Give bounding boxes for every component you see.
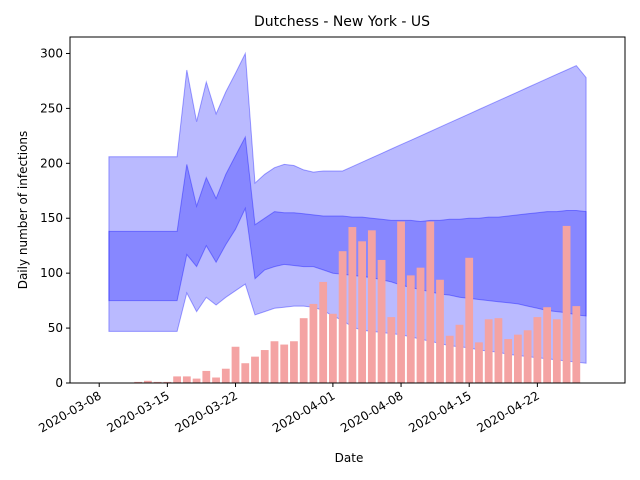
bar — [367, 230, 376, 383]
bar — [173, 376, 181, 383]
y-tick-label: 0 — [55, 376, 63, 390]
bar — [562, 225, 571, 383]
y-tick-label: 150 — [40, 211, 63, 225]
bar — [504, 339, 513, 383]
chart-title: Dutchess - New York - US — [254, 14, 430, 30]
bar — [572, 306, 581, 383]
y-tick-label: 100 — [40, 266, 63, 280]
y-tick-label: 200 — [40, 156, 63, 170]
bar — [182, 376, 191, 383]
bar — [348, 227, 357, 383]
x-tick-label: 2020-03-08 — [36, 388, 103, 435]
bar — [319, 281, 328, 383]
bar — [231, 346, 240, 383]
bar — [338, 251, 347, 383]
bar — [299, 318, 308, 383]
x-tick-label: 2020-04-15 — [406, 388, 473, 435]
x-tick-label: 2020-03-15 — [104, 388, 171, 435]
y-tick-label: 250 — [40, 101, 63, 115]
bar — [494, 318, 503, 383]
bar — [426, 221, 435, 383]
bar — [192, 378, 201, 383]
bar — [436, 279, 444, 383]
y-tick-label: 300 — [40, 46, 63, 60]
bar — [270, 341, 279, 383]
bar — [484, 319, 493, 383]
bar — [280, 344, 289, 383]
x-tick-label: 2020-04-01 — [270, 388, 337, 435]
bar — [406, 275, 415, 383]
y-tick-label: 50 — [48, 321, 63, 335]
bar — [134, 381, 143, 383]
bar — [465, 257, 474, 383]
bar — [221, 368, 230, 383]
bar — [514, 334, 522, 383]
bar — [241, 363, 250, 383]
plot-frame — [69, 36, 626, 384]
bar — [523, 330, 532, 383]
y-axis-label: Daily number of infections — [16, 131, 30, 290]
bar — [387, 317, 396, 383]
bars-layer — [134, 221, 581, 383]
x-tick-label: 2020-03-22 — [173, 388, 240, 435]
bar — [251, 356, 259, 383]
x-tick-label: 2020-04-08 — [338, 388, 405, 435]
x-tick-label: 2020-04-22 — [474, 388, 541, 435]
bar — [153, 381, 162, 383]
bar — [397, 221, 405, 383]
bar — [445, 335, 454, 383]
bar — [543, 307, 551, 383]
bar — [416, 267, 425, 383]
bands-layer — [108, 51, 587, 364]
bar — [552, 319, 561, 383]
bar — [212, 377, 220, 383]
bar — [377, 259, 386, 383]
bar — [309, 303, 318, 383]
x-axis-label: Date — [335, 451, 364, 465]
bar — [329, 313, 337, 383]
bar — [202, 370, 211, 383]
bar — [475, 342, 483, 383]
bar — [455, 324, 464, 383]
bar — [144, 380, 152, 383]
bar — [290, 341, 298, 383]
bar — [533, 317, 542, 383]
bar — [358, 241, 366, 383]
bar — [260, 350, 269, 383]
bar — [163, 381, 172, 383]
